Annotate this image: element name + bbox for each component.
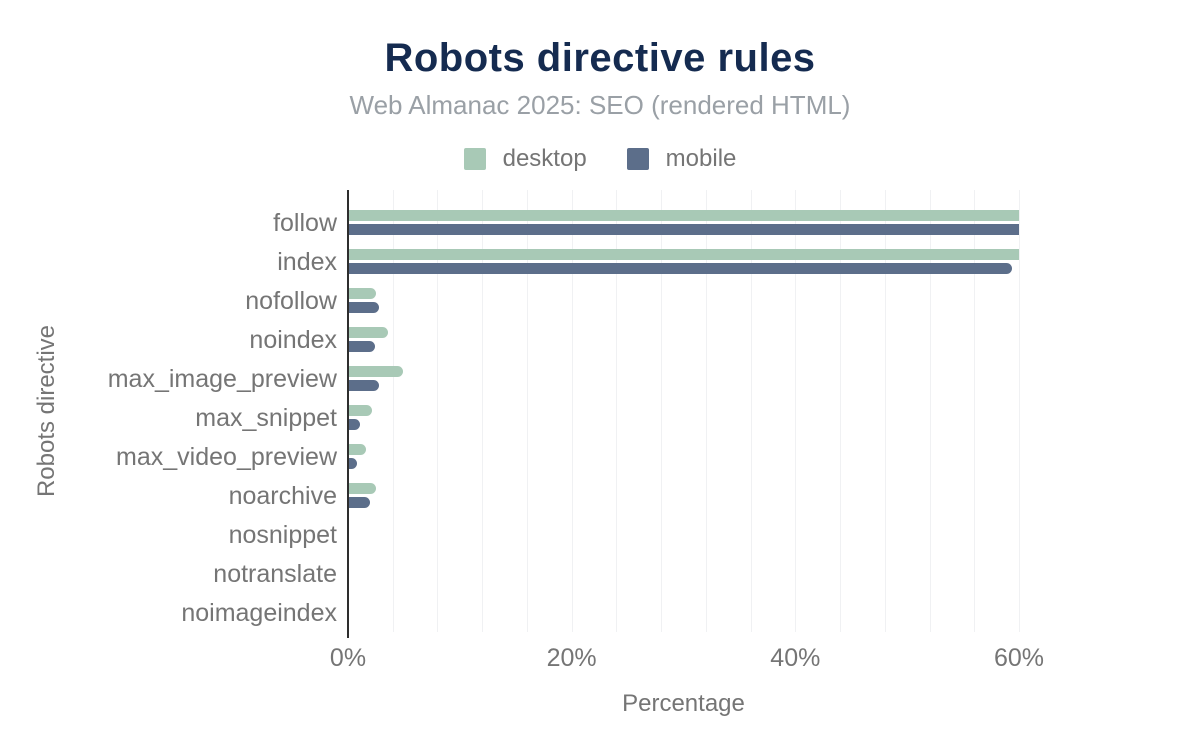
- legend-item-desktop: desktop: [463, 145, 587, 173]
- bar-desktop-max_image_preview: [349, 366, 403, 377]
- y-axis-title: Robots directive: [33, 324, 60, 498]
- y-category-label-nofollow: nofollow: [245, 286, 337, 315]
- bar-mobile-max_image_preview: [349, 380, 380, 391]
- y-category-label-noimageindex: noimageindex: [181, 598, 337, 627]
- bar-mobile-follow: [349, 224, 1019, 235]
- gridline: [526, 190, 528, 632]
- gridline: [571, 190, 573, 632]
- bar-desktop-noindex: [349, 327, 389, 338]
- bar-mobile-noindex: [349, 341, 375, 352]
- bar-mobile-index: [349, 263, 1013, 274]
- bar-mobile-noarchive: [349, 497, 371, 508]
- chart-title: Robots directive rules: [384, 36, 816, 80]
- legend-item-mobile: mobile: [626, 145, 737, 173]
- legend-label-desktop: desktop: [502, 145, 587, 172]
- y-category-label-max_snippet: max_snippet: [195, 403, 337, 432]
- bar-desktop-index: [349, 249, 1019, 260]
- x-tick-label-0%: 0%: [329, 644, 367, 672]
- bar-mobile-max_video_preview: [349, 458, 357, 469]
- bar-mobile-max_snippet: [349, 419, 361, 430]
- gridline: [750, 190, 752, 632]
- gridline: [482, 190, 484, 632]
- gridline: [974, 190, 976, 632]
- y-axis-category-labels: follow index nofollow noindex max_image_prev…: [0, 190, 337, 632]
- y-category-label-noarchive: noarchive: [228, 481, 337, 510]
- y-category-label-max_video_preview: max_video_preview: [116, 442, 337, 471]
- gridline: [929, 190, 931, 632]
- gridline: [840, 190, 842, 632]
- legend-label-mobile: mobile: [665, 145, 737, 172]
- gridline: [661, 190, 663, 632]
- bar-desktop-noarchive: [349, 483, 376, 494]
- x-axis-tick-labels: 0% 20% 40% 60%: [0, 644, 1200, 674]
- gridline: [884, 190, 886, 632]
- bar-desktop-nofollow: [349, 288, 376, 299]
- x-axis-title: Percentage: [622, 690, 745, 717]
- gridline: [1019, 190, 1020, 632]
- bar-mobile-nofollow: [349, 302, 380, 313]
- gridline: [705, 190, 707, 632]
- x-tick-label-60%: 60%: [993, 644, 1045, 672]
- gridline: [392, 190, 394, 632]
- chart-subtitle: Web Almanac 2025: SEO (rendered HTML): [349, 90, 851, 120]
- y-category-label-index: index: [277, 247, 337, 276]
- x-tick-label-20%: 20%: [546, 644, 597, 672]
- y-category-label-follow: follow: [273, 208, 337, 237]
- y-category-label-max_image_preview: max_image_preview: [107, 364, 337, 393]
- y-category-label-notranslate: notranslate: [213, 559, 337, 588]
- chart-legend: desktop mobile: [0, 145, 1200, 173]
- y-axis-line: [347, 190, 349, 638]
- gridline: [437, 190, 439, 632]
- y-category-label-nosnippet: nosnippet: [228, 520, 337, 549]
- x-tick-label-40%: 40%: [770, 644, 821, 672]
- gridline: [616, 190, 618, 632]
- bar-desktop-max_video_preview: [349, 444, 366, 455]
- plot-area: [348, 190, 1020, 632]
- y-category-label-noindex: noindex: [249, 325, 337, 354]
- legend-swatch-desktop-icon: [463, 148, 486, 170]
- legend-swatch-mobile-icon: [626, 148, 649, 170]
- bar-desktop-follow: [349, 210, 1019, 221]
- gridline: [795, 190, 797, 632]
- bar-desktop-max_snippet: [349, 405, 373, 416]
